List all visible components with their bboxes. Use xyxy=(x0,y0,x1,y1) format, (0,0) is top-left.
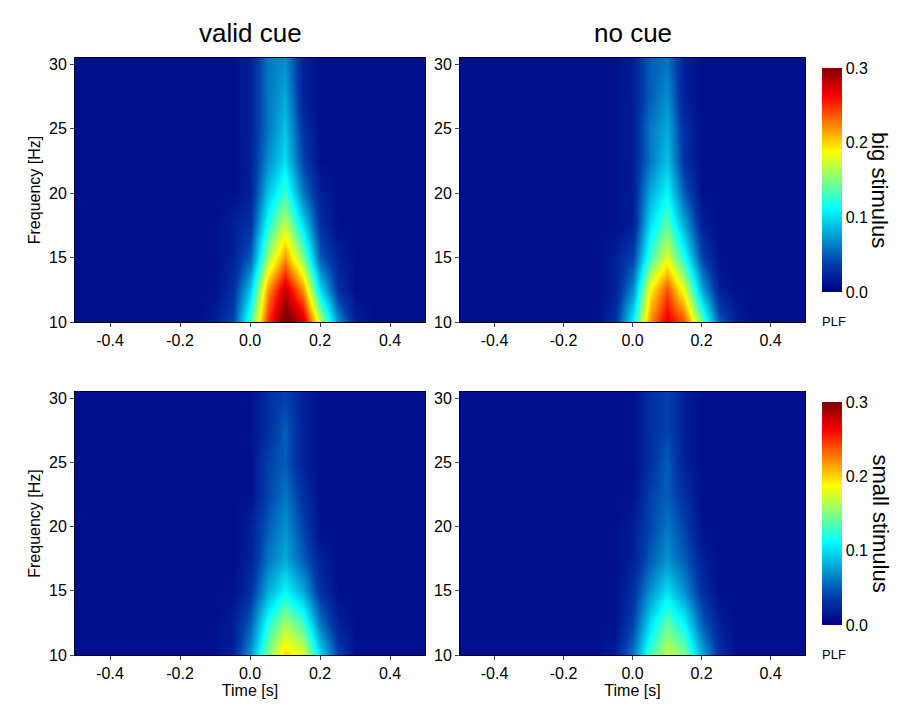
svg-text:-0.2: -0.2 xyxy=(550,665,578,682)
svg-text:PLF: PLF xyxy=(822,314,846,329)
svg-text:0.0: 0.0 xyxy=(846,284,868,301)
svg-text:20: 20 xyxy=(434,185,452,202)
svg-text:small stimulus: small stimulus xyxy=(868,455,893,593)
svg-text:0.4: 0.4 xyxy=(379,665,401,682)
svg-text:0.0: 0.0 xyxy=(239,665,261,682)
svg-text:20: 20 xyxy=(49,185,67,202)
svg-text:0.2: 0.2 xyxy=(309,665,331,682)
svg-text:Frequency [Hz]: Frequency [Hz] xyxy=(26,469,43,577)
svg-text:0.4: 0.4 xyxy=(759,665,781,682)
svg-text:15: 15 xyxy=(49,582,67,599)
svg-text:10: 10 xyxy=(49,647,67,664)
svg-text:20: 20 xyxy=(49,518,67,535)
svg-text:0.4: 0.4 xyxy=(759,332,781,349)
svg-text:0.4: 0.4 xyxy=(379,332,401,349)
svg-text:0.1: 0.1 xyxy=(846,542,868,559)
svg-text:-0.4: -0.4 xyxy=(481,332,509,349)
svg-text:no cue: no cue xyxy=(594,18,672,48)
svg-text:0.2: 0.2 xyxy=(309,332,331,349)
svg-text:10: 10 xyxy=(434,314,452,331)
svg-text:-0.2: -0.2 xyxy=(550,332,578,349)
svg-text:15: 15 xyxy=(434,582,452,599)
svg-text:10: 10 xyxy=(49,314,67,331)
svg-text:0.3: 0.3 xyxy=(846,394,868,411)
svg-text:-0.4: -0.4 xyxy=(96,665,124,682)
svg-text:0.2: 0.2 xyxy=(690,332,712,349)
svg-text:0.3: 0.3 xyxy=(846,60,868,77)
svg-text:valid cue: valid cue xyxy=(199,18,302,48)
svg-text:0.2: 0.2 xyxy=(846,468,868,485)
svg-text:0.0: 0.0 xyxy=(846,617,868,634)
svg-text:30: 30 xyxy=(49,56,67,73)
svg-text:-0.2: -0.2 xyxy=(166,332,194,349)
svg-text:Time [s]: Time [s] xyxy=(222,682,278,699)
svg-text:30: 30 xyxy=(434,390,452,407)
svg-text:15: 15 xyxy=(49,249,67,266)
svg-text:25: 25 xyxy=(434,454,452,471)
svg-text:20: 20 xyxy=(434,518,452,535)
svg-text:0.0: 0.0 xyxy=(239,332,261,349)
svg-text:25: 25 xyxy=(49,120,67,137)
svg-text:Time [s]: Time [s] xyxy=(604,682,660,699)
svg-text:0.0: 0.0 xyxy=(621,665,643,682)
svg-text:Frequency [Hz]: Frequency [Hz] xyxy=(26,136,43,244)
svg-text:PLF: PLF xyxy=(822,647,846,662)
svg-text:0.1: 0.1 xyxy=(846,209,868,226)
svg-text:30: 30 xyxy=(434,56,452,73)
svg-text:15: 15 xyxy=(434,249,452,266)
svg-text:0.2: 0.2 xyxy=(846,134,868,151)
svg-text:-0.4: -0.4 xyxy=(96,332,124,349)
svg-text:25: 25 xyxy=(434,120,452,137)
svg-text:30: 30 xyxy=(49,390,67,407)
svg-text:-0.4: -0.4 xyxy=(481,665,509,682)
svg-text:0.0: 0.0 xyxy=(621,332,643,349)
svg-text:10: 10 xyxy=(434,647,452,664)
svg-text:0.2: 0.2 xyxy=(690,665,712,682)
svg-text:big stimulus: big stimulus xyxy=(867,132,892,248)
svg-text:25: 25 xyxy=(49,454,67,471)
svg-text:-0.2: -0.2 xyxy=(166,665,194,682)
